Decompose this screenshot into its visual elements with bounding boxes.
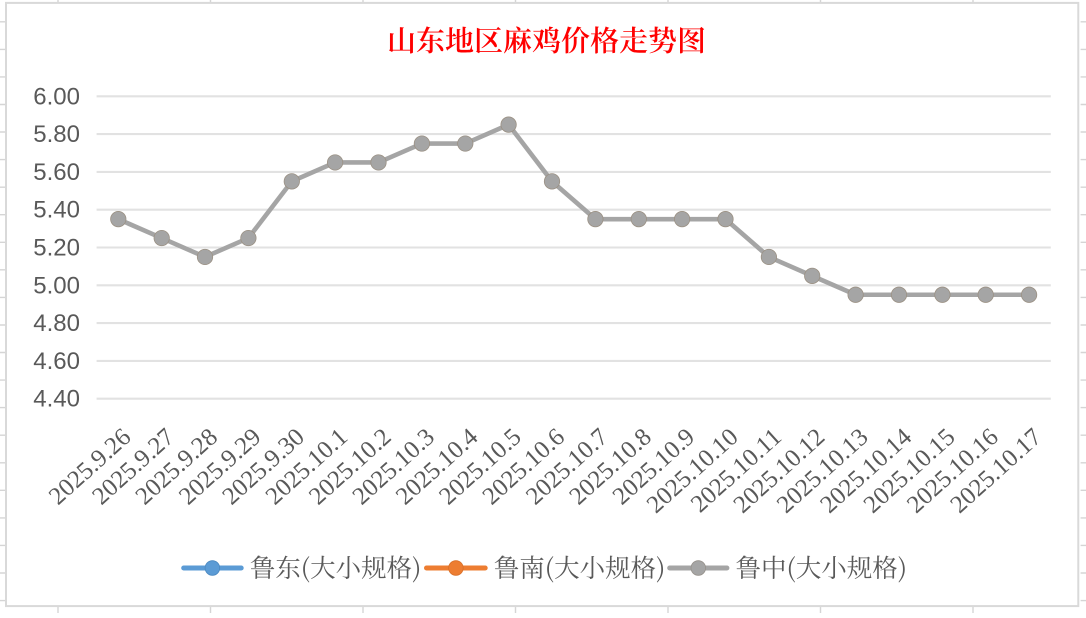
svg-text:4.40: 4.40 [33,386,80,413]
svg-text:4.60: 4.60 [33,348,80,375]
svg-text:5.20: 5.20 [33,235,80,262]
svg-text:6.00: 6.00 [33,83,80,110]
svg-text:5.00: 5.00 [33,272,80,299]
svg-text:4.80: 4.80 [33,310,80,337]
svg-text:5.40: 5.40 [33,197,80,224]
svg-text:5.60: 5.60 [33,159,80,186]
svg-text:5.80: 5.80 [33,121,80,148]
